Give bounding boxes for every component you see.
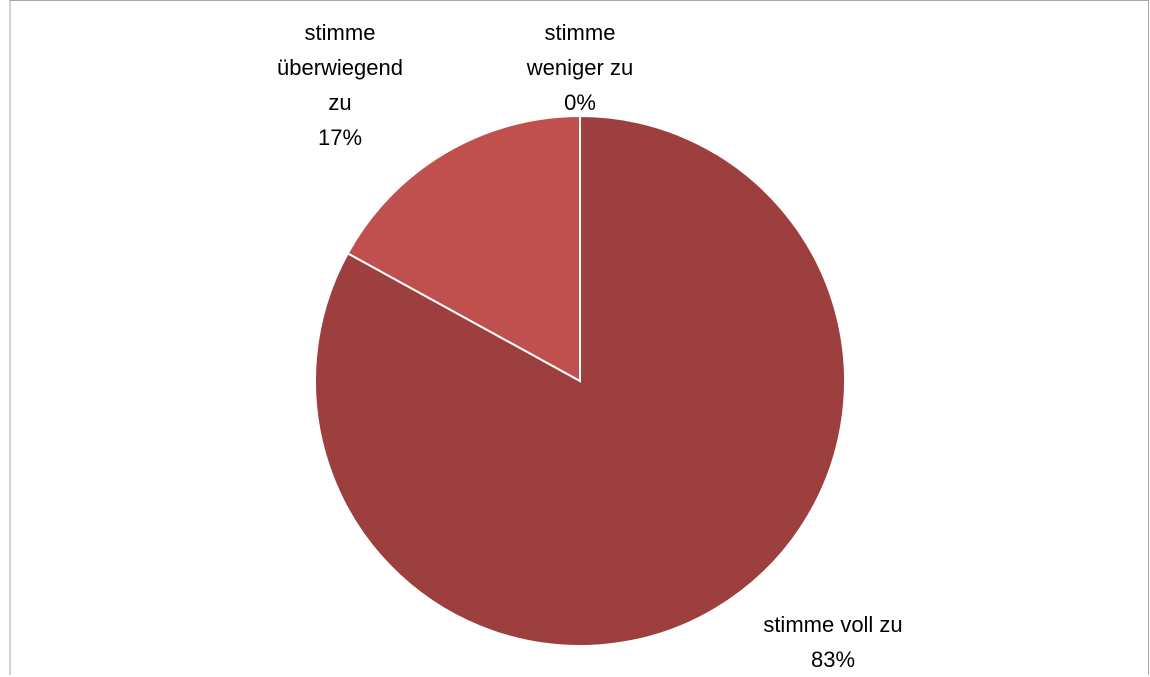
pie-slice — [346, 114, 581, 383]
category-label: stimme voll zu — [763, 612, 903, 637]
category-label: stimme überwiegend zu — [277, 20, 403, 115]
slice-label: stimme voll zu 83% — [708, 607, 958, 677]
pie-slice — [314, 114, 846, 647]
category-label: stimme weniger zu — [526, 20, 634, 80]
slice-label: stimme weniger zu 0% — [510, 15, 650, 120]
value-label: 0% — [564, 90, 596, 115]
value-label: 17% — [317, 125, 363, 150]
chart-frame — [9, 0, 1149, 675]
slice-label: stimme überwiegend zu 17% — [270, 15, 410, 155]
value-label: 83% — [810, 647, 856, 672]
